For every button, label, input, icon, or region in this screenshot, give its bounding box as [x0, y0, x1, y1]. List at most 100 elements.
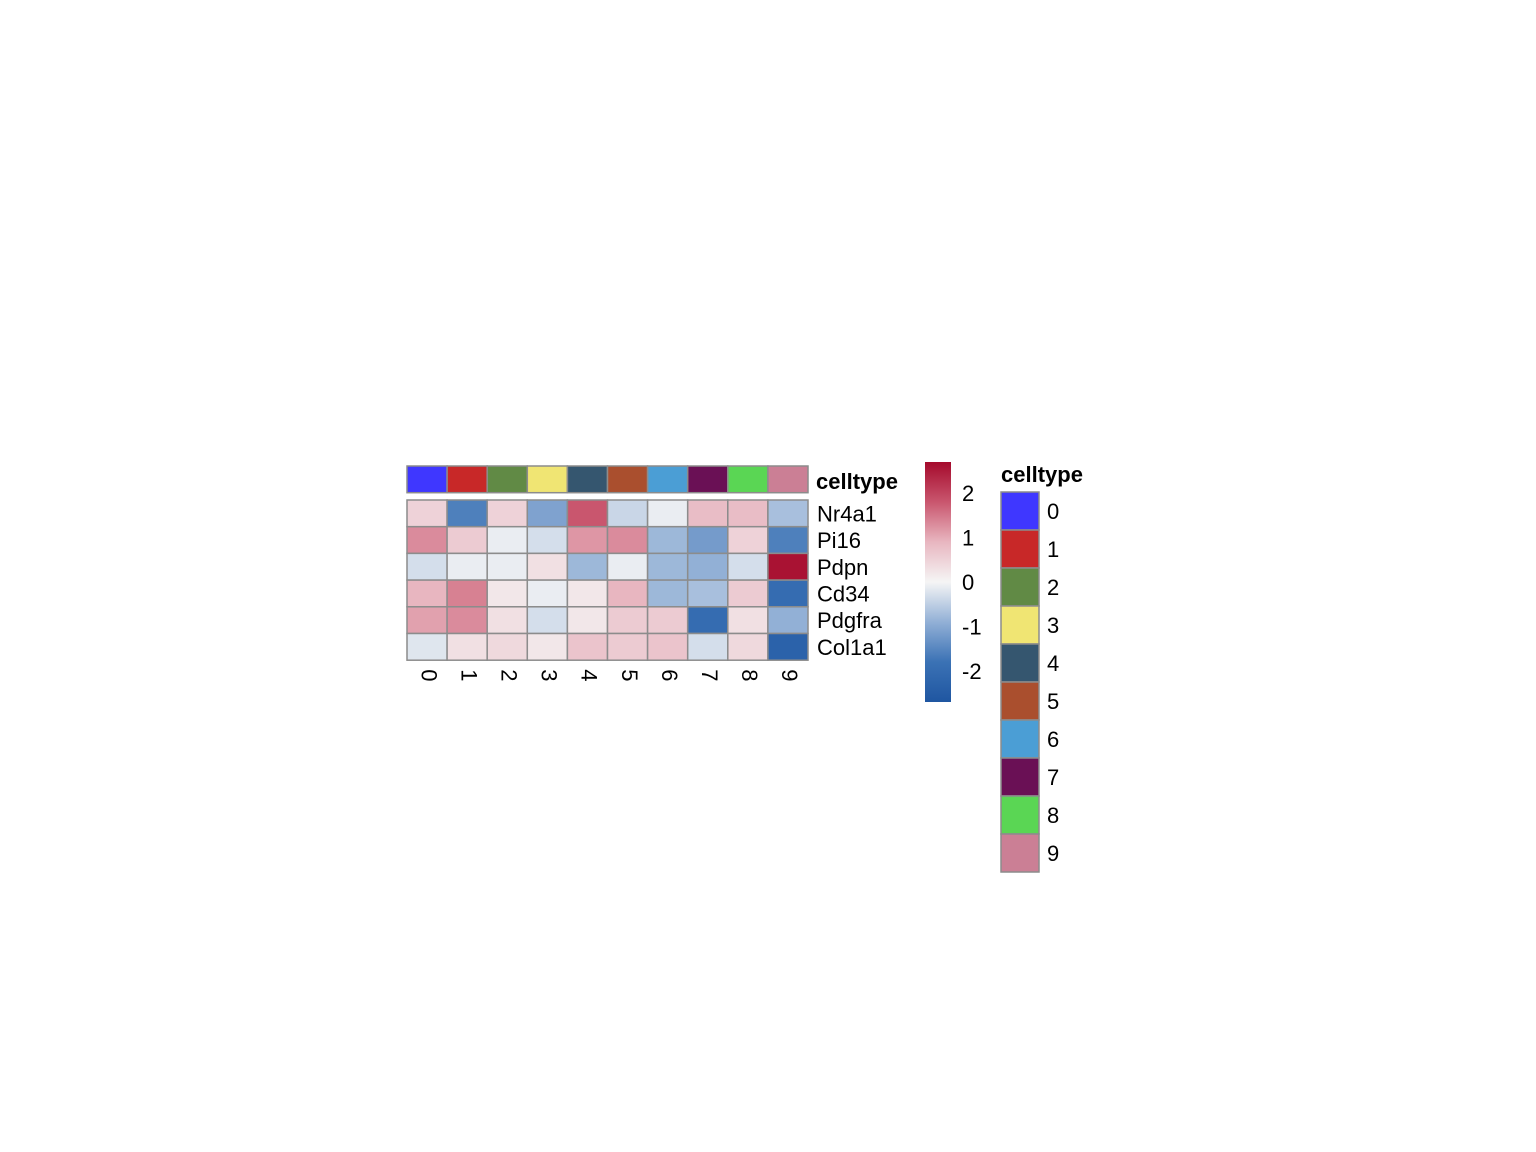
- heat-cell-Pdgfra-9: [767, 606, 809, 635]
- heat-cell-Pdgfra-6: [646, 606, 689, 635]
- legend-swatch-2: [1000, 567, 1040, 607]
- heat-cell-Col1a1-0: [406, 632, 448, 661]
- heat-cell-Nr4a1-7: [686, 499, 729, 528]
- heat-cell-Pi16-9: [767, 525, 809, 555]
- legend-label-6: 6: [1047, 727, 1059, 752]
- row-label-Pi16: Pi16: [817, 528, 861, 553]
- legend-label-1: 1: [1047, 537, 1059, 562]
- heat-cell-Cd34-5: [606, 579, 649, 608]
- annotation-cell-9: [767, 465, 809, 494]
- colorbar-tick-0: 0: [962, 570, 974, 595]
- column-label-7: 7: [697, 669, 722, 681]
- heat-cell-Pdpn-3: [526, 552, 569, 581]
- legend-swatch-7: [1000, 757, 1040, 797]
- heat-cell-Cd34-2: [486, 579, 529, 608]
- celltype-annotation-bar: [406, 465, 809, 494]
- colorbar-tick-1: 1: [962, 526, 974, 551]
- heatmap-cells: [406, 499, 809, 661]
- heat-cell-Pdpn-0: [406, 552, 448, 581]
- heat-cell-Nr4a1-4: [566, 499, 609, 528]
- heat-cell-Nr4a1-1: [446, 499, 488, 528]
- heat-cell-Cd34-4: [566, 579, 609, 608]
- heat-cell-Pi16-4: [566, 525, 609, 555]
- heat-cell-Pdpn-6: [646, 552, 689, 581]
- heat-cell-Pdgfra-2: [486, 606, 529, 635]
- column-label-4: 4: [577, 669, 602, 681]
- heat-cell-Nr4a1-0: [406, 499, 448, 528]
- heat-cell-Cd34-8: [727, 579, 769, 608]
- row-label-Pdgfra: Pdgfra: [817, 608, 883, 633]
- row-label-Nr4a1: Nr4a1: [817, 501, 877, 526]
- heat-cell-Cd34-7: [686, 579, 729, 608]
- legend-label-4: 4: [1047, 651, 1059, 676]
- heat-cell-Nr4a1-3: [526, 499, 569, 528]
- heat-cell-Pdgfra-7: [686, 606, 729, 635]
- heat-cell-Pi16-2: [486, 525, 529, 555]
- column-label-8: 8: [737, 669, 762, 681]
- heat-cell-Cd34-0: [406, 579, 448, 608]
- annotation-title: celltype: [816, 469, 898, 494]
- colorbar-tick--1: -1: [962, 614, 982, 639]
- legend-swatch-6: [1000, 719, 1040, 759]
- annotation-cell-5: [606, 465, 649, 494]
- heat-cell-Pi16-0: [406, 525, 448, 555]
- heat-cell-Pdpn-7: [686, 552, 729, 581]
- column-label-5: 5: [617, 669, 642, 681]
- heat-cell-Nr4a1-2: [486, 499, 529, 528]
- legend-swatch-5: [1000, 681, 1040, 721]
- heat-cell-Col1a1-1: [446, 632, 488, 661]
- heat-cell-Col1a1-9: [767, 632, 809, 661]
- heat-cell-Pi16-6: [646, 525, 689, 555]
- column-label-1: 1: [456, 669, 481, 681]
- legend-swatch-9: [1000, 833, 1040, 873]
- heat-cell-Nr4a1-9: [767, 499, 809, 528]
- heat-cell-Pi16-7: [686, 525, 729, 555]
- heat-cell-Pdpn-8: [727, 552, 769, 581]
- colorbar-tick-2: 2: [962, 481, 974, 506]
- heat-cell-Pi16-5: [606, 525, 649, 555]
- heat-cell-Pdgfra-5: [606, 606, 649, 635]
- legend-label-0: 0: [1047, 499, 1059, 524]
- colorbar-tick--2: -2: [962, 659, 982, 684]
- legend-swatch-1: [1000, 529, 1040, 569]
- column-label-2: 2: [496, 669, 521, 681]
- row-label-Col1a1: Col1a1: [817, 635, 887, 660]
- heat-cell-Pdpn-4: [566, 552, 609, 581]
- annotation-cell-8: [727, 465, 769, 494]
- legend-title: celltype: [1001, 462, 1083, 487]
- celltype-legend: celltype 0 1 2 3 4 5 6 7 8 9: [1000, 462, 1083, 873]
- row-label-Pdpn: Pdpn: [817, 555, 868, 580]
- legend-items: 0 1 2 3 4 5 6 7 8 9: [1000, 491, 1059, 873]
- column-label-9: 9: [777, 669, 802, 681]
- heat-cell-Pdpn-9: [767, 552, 809, 581]
- annotation-cell-1: [446, 465, 488, 494]
- heat-cell-Nr4a1-6: [646, 499, 689, 528]
- annotation-cell-4: [566, 465, 609, 494]
- heat-cell-Col1a1-4: [566, 632, 609, 661]
- legend-label-9: 9: [1047, 841, 1059, 866]
- legend-swatch-8: [1000, 795, 1040, 835]
- heat-cell-Cd34-1: [446, 579, 488, 608]
- heat-cell-Pdpn-5: [606, 552, 649, 581]
- heat-cell-Col1a1-2: [486, 632, 529, 661]
- colorbar-ticks: 2 1 0 -1 -2: [962, 481, 982, 684]
- heat-cell-Nr4a1-5: [606, 499, 649, 528]
- heat-cell-Nr4a1-8: [727, 499, 769, 528]
- legend-swatch-3: [1000, 605, 1040, 645]
- heat-cell-Cd34-3: [526, 579, 569, 608]
- heat-cell-Pi16-3: [526, 525, 569, 555]
- heat-cell-Pdgfra-8: [727, 606, 769, 635]
- heat-cell-Pdgfra-3: [526, 606, 569, 635]
- heat-cell-Pi16-8: [727, 525, 769, 555]
- heat-cell-Col1a1-8: [727, 632, 769, 661]
- legend-label-5: 5: [1047, 689, 1059, 714]
- heat-cell-Pdgfra-0: [406, 606, 448, 635]
- heat-cell-Pdpn-2: [486, 552, 529, 581]
- heat-cell-Pi16-1: [446, 525, 488, 555]
- colorbar-gradient: [925, 462, 951, 702]
- legend-label-3: 3: [1047, 613, 1059, 638]
- heat-cell-Col1a1-3: [526, 632, 569, 661]
- legend-swatch-0: [1000, 491, 1040, 531]
- legend-label-7: 7: [1047, 765, 1059, 790]
